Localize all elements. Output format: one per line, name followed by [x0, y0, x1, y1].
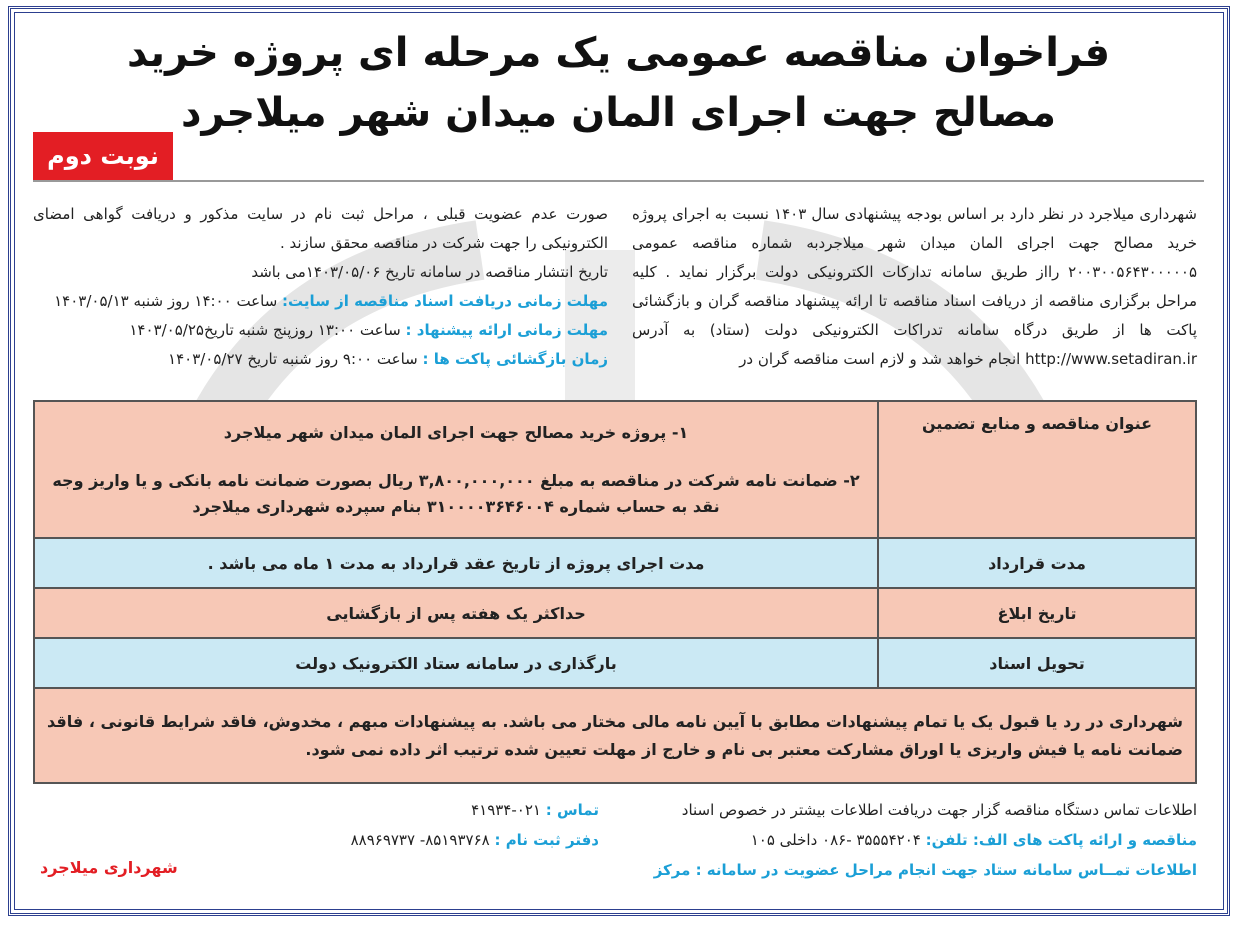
intro-right-column: شهرداری میلاجرد در نظر دارد بر اساس بودج… [632, 205, 1198, 368]
deadline-docs: مهلت زمانی دریافت اسناد مناقصه از سایت: … [54, 292, 608, 310]
table-row: عنوان مناقصه و منابع تضمین ۱- پروژه خرید… [33, 400, 1197, 539]
divider [33, 180, 1204, 182]
row-label: مدت قرارداد [877, 537, 1197, 589]
signature: شهرداری میلاجرد [40, 858, 178, 877]
table-row: مدت قرارداد مدت اجرای پروژه از تاریخ عقد … [33, 537, 1197, 589]
row-label: تاریخ ابلاغ [877, 587, 1197, 639]
title-line-2: مصالح جهت اجرای المان میدان شهر میلاجرد [180, 90, 1057, 136]
footer-contacts: اطلاعات تماس دستگاه مناقصه گزار جهت دریا… [653, 801, 1197, 879]
page-frame [8, 6, 1230, 916]
intro-left-text: صورت عدم عضویت قبلی ، مراحل ثبت نام در س… [33, 205, 608, 252]
table-row: تاریخ ابلاغ حداکثر یک هفته پس از بازگشایی [33, 587, 1197, 639]
title-line-1: فراخوان مناقصه عمومی یک مرحله ای پروژه خ… [126, 30, 1111, 76]
row-label: عنوان مناقصه و منابع تضمین [877, 400, 1197, 539]
opening-time: زمان بازگشائی پاکت ها : ساعت ۹:۰۰ روز شن… [168, 350, 608, 368]
deadline-offer: مهلت زمانی ارائه پیشنهاد : ساعت ۱۳:۰۰ رو… [129, 321, 608, 339]
footer-phones: تماس : ۰۲۱-۴۱۹۳۴ دفتر ثبت نام : ۸۵۱۹۳۷۶۸… [350, 801, 599, 849]
note: شهرداری در رد یا قبول یک یا تمام پیشنهاد… [33, 687, 1197, 784]
row-value: حداکثر یک هفته پس از بازگشایی [33, 587, 879, 639]
tender-table: عنوان مناقصه و منابع تضمین ۱- پروژه خرید… [33, 400, 1197, 784]
table-row: تحویل اسناد بارگذاری در سامانه ستاد الکتر… [33, 637, 1197, 689]
second-round-badge: نوبت دوم [33, 132, 173, 180]
row-value: مدت اجرای پروژه از تاریخ عقد قرارداد به … [33, 537, 879, 589]
row-value: بارگذاری در سامانه ستاد الکترونیک دولت [33, 637, 879, 689]
row-value: ۱- پروژه خرید مصالح جهت اجرای المان میدا… [33, 400, 879, 539]
publish-date: تاریخ انتشار مناقصه در سامانه تاریخ ۱۴۰۳… [251, 263, 608, 281]
table-note-row: شهرداری در رد یا قبول یک یا تمام پیشنهاد… [33, 687, 1197, 784]
row-label: تحویل اسناد [877, 637, 1197, 689]
intro-left-column: صورت عدم عضویت قبلی ، مراحل ثبت نام در س… [33, 200, 608, 374]
